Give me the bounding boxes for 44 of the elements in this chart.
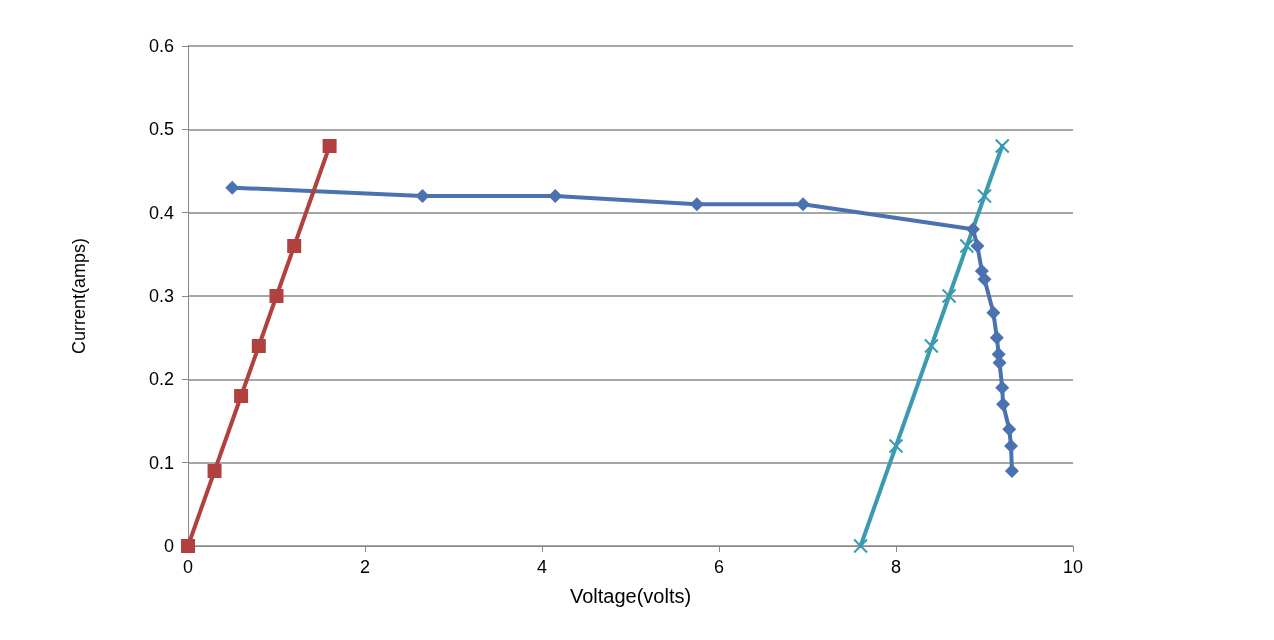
x-axis-title: Voltage(volts) bbox=[569, 585, 692, 607]
point bbox=[1004, 464, 1019, 478]
point bbox=[853, 538, 869, 554]
point bbox=[1002, 422, 1017, 437]
point bbox=[207, 464, 222, 478]
point bbox=[923, 338, 939, 354]
point bbox=[322, 139, 337, 153]
point bbox=[888, 438, 904, 454]
point bbox=[986, 305, 1001, 320]
x-tick-label: 6 bbox=[713, 557, 725, 577]
point bbox=[959, 238, 975, 254]
y-tick-label: 0.3 bbox=[148, 286, 174, 306]
point bbox=[269, 289, 284, 303]
y-tick-label: 0 bbox=[163, 536, 174, 556]
point bbox=[996, 397, 1011, 412]
point bbox=[977, 188, 992, 204]
y-tick-label: 0.4 bbox=[148, 202, 174, 223]
y-tick-label: 0.2 bbox=[148, 369, 174, 390]
x-tick-label: 2 bbox=[359, 557, 371, 577]
y-tick-label: 0.5 bbox=[148, 119, 174, 140]
x-tick-label: 10 bbox=[1062, 557, 1084, 577]
point bbox=[548, 189, 563, 203]
point bbox=[977, 272, 992, 287]
x-tick-label: 8 bbox=[890, 557, 902, 577]
y-tick-label: 0.6 bbox=[148, 36, 174, 56]
point bbox=[287, 239, 302, 253]
point bbox=[796, 197, 811, 212]
y-axis-title: Current(amps) bbox=[69, 237, 89, 355]
point bbox=[994, 138, 1010, 154]
point bbox=[415, 189, 430, 203]
point bbox=[1004, 439, 1019, 453]
y-tick-label: 0.1 bbox=[148, 452, 174, 473]
point bbox=[251, 339, 266, 353]
point bbox=[995, 380, 1010, 395]
point bbox=[941, 288, 957, 304]
point bbox=[234, 389, 249, 403]
point bbox=[965, 222, 980, 237]
point bbox=[989, 330, 1004, 345]
x-tick-label: 4 bbox=[536, 557, 548, 577]
point bbox=[181, 539, 195, 553]
point bbox=[225, 180, 240, 195]
point bbox=[970, 239, 985, 253]
point bbox=[689, 197, 704, 212]
x-tick-label: 0 bbox=[182, 557, 194, 577]
